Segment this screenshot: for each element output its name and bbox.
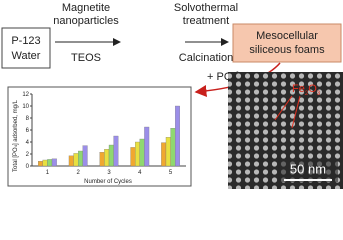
product-text: siliceous foams <box>249 44 325 56</box>
y-tick-label: 6 <box>26 128 30 134</box>
bar <box>42 159 48 167</box>
bar <box>113 135 119 167</box>
bar <box>170 128 176 167</box>
product-text: Mesocellular <box>256 30 318 42</box>
y-tick-label: 2 <box>26 152 30 158</box>
bar <box>108 144 114 167</box>
pointer <box>274 95 293 121</box>
bar <box>139 138 145 167</box>
input-box <box>1 27 51 69</box>
y-tick-label: 10 <box>22 104 29 110</box>
bar <box>104 149 110 167</box>
y-axis-label: Total [PO4] adsorbed, mg/L <box>13 99 19 172</box>
step-label: Magnetite <box>62 2 110 14</box>
x-tick-label: 4 <box>138 170 142 176</box>
graphical-abstract: P-123 Water Magnetite nanoparticles TEOS… <box>1 2 343 189</box>
scale-label: 50 nm <box>290 161 326 176</box>
y-tick-label: 4 <box>26 140 30 146</box>
scale-bg <box>278 160 338 182</box>
y-tick-label: 0 <box>26 164 30 170</box>
bar <box>130 147 136 167</box>
bar <box>47 159 53 167</box>
product-box <box>232 23 342 63</box>
step-label: TEOS <box>71 52 101 64</box>
bar <box>73 153 79 167</box>
bar <box>99 152 105 167</box>
pointer <box>291 95 301 129</box>
input-text: P-123 <box>11 35 40 47</box>
step-label: treatment <box>183 15 229 27</box>
step-label: Solvothermal <box>174 2 238 14</box>
micrograph-label: Fe2O3 <box>292 83 321 97</box>
bar <box>161 142 167 167</box>
x-tick-label: 3 <box>107 170 111 176</box>
bar <box>82 145 88 167</box>
bar <box>51 158 57 167</box>
bar <box>135 141 140 167</box>
bar <box>175 105 180 167</box>
x-tick-label: 2 <box>77 170 81 176</box>
bar <box>38 161 43 167</box>
x-axis-label: Number of Cycles <box>84 179 132 185</box>
chart-frame <box>7 86 192 187</box>
bar <box>165 137 171 167</box>
x-tick-label: 1 <box>46 170 50 176</box>
x-tick-label: 5 <box>169 170 173 176</box>
y-tick-label: 8 <box>26 116 30 122</box>
input-text: Water <box>12 50 41 62</box>
step-label: Calcination <box>179 52 233 64</box>
bar <box>144 126 150 167</box>
step-label: nanoparticles <box>53 15 119 27</box>
bar <box>68 155 74 167</box>
bar <box>78 150 83 167</box>
y-tick-label: 12 <box>22 92 29 98</box>
